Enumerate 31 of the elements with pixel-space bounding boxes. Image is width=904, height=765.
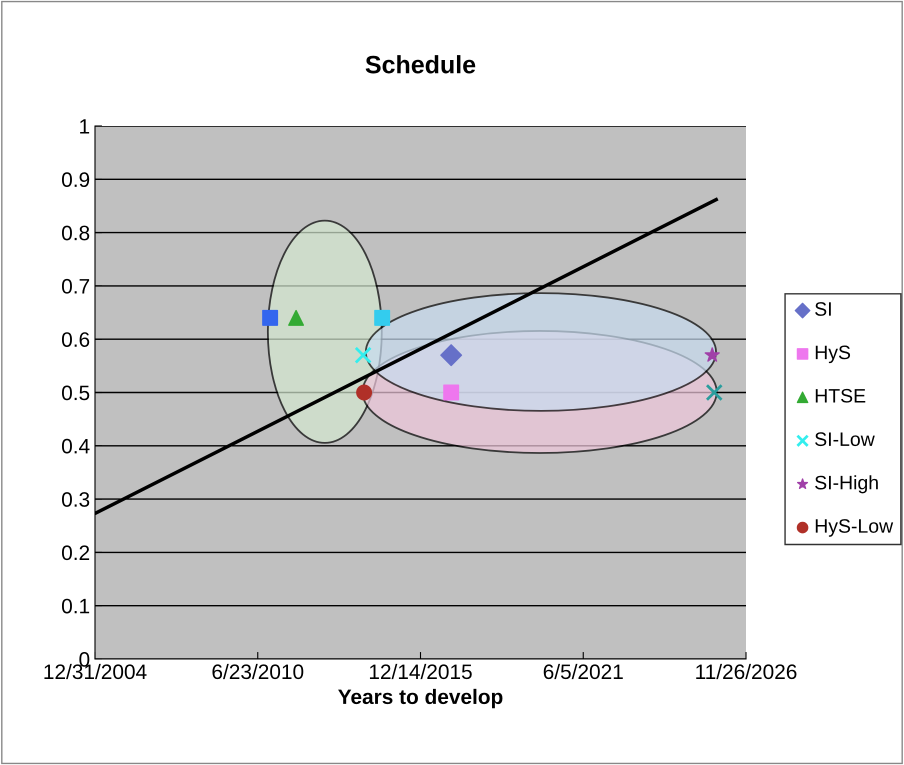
x-tick-label: 6/23/2010 <box>212 664 304 680</box>
x-tick-label: 11/26/2026 <box>696 664 796 680</box>
point <box>354 346 372 364</box>
x-tick-label: 12/14/2015 <box>370 664 472 680</box>
y-tick-label: 0.4 <box>62 438 90 454</box>
legend-label: HTSE <box>816 388 866 403</box>
point <box>704 347 720 362</box>
y-tick-label: 0.8 <box>62 226 90 240</box>
point <box>443 384 460 400</box>
point <box>706 384 723 402</box>
y-tick-label: 0.5 <box>62 386 90 400</box>
chart-title: Schedule <box>366 55 476 74</box>
x-axis-title: Years to develop <box>338 688 502 708</box>
y-tick-label: 0.3 <box>62 492 90 507</box>
point <box>440 344 462 366</box>
point <box>356 384 372 400</box>
point <box>262 310 278 326</box>
point <box>374 310 390 326</box>
legend-label: SI <box>815 302 831 316</box>
x-tick-label: 6/5/2021 <box>544 664 623 680</box>
y-tick-label: 0.7 <box>62 278 90 294</box>
legend-label: HyS <box>816 345 850 364</box>
y-tick-label: 1 <box>80 119 90 134</box>
legend-label: SI-Low <box>815 432 875 446</box>
legend-label: HyS-Low <box>816 519 894 537</box>
y-tick-label: 0.9 <box>62 172 90 188</box>
y-tick-label: 0.2 <box>62 545 90 560</box>
y-tick-label: 0.1 <box>62 598 90 614</box>
y-tick-label: 0.6 <box>62 332 90 347</box>
point <box>288 310 304 326</box>
legend-label: SI-High <box>815 475 878 494</box>
